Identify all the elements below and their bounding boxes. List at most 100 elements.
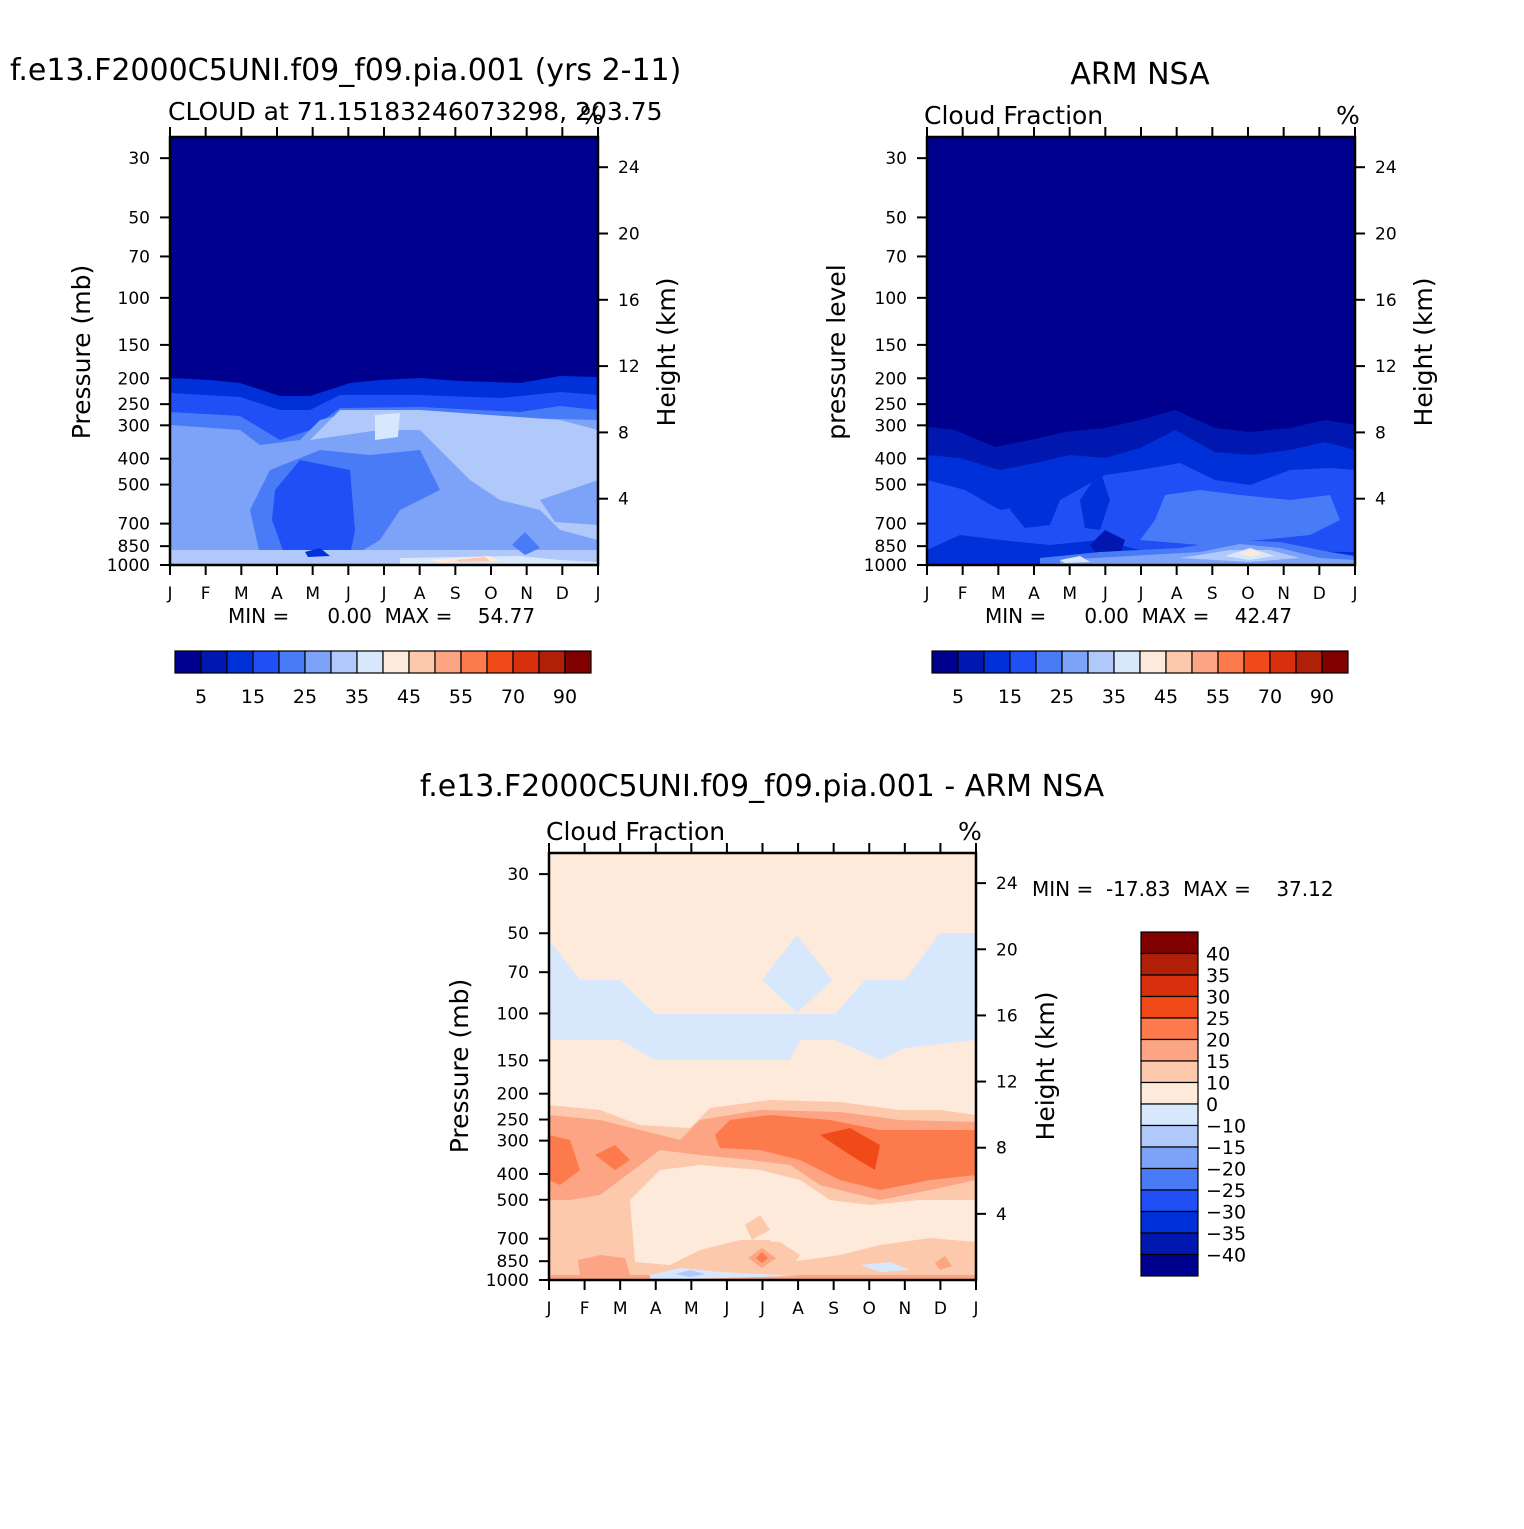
- model-colorbar-box: [174, 650, 202, 674]
- diff-colorbar-box: [1140, 1124, 1199, 1148]
- obs-ylabel-right: Height (km): [1409, 278, 1438, 427]
- diff-x-tick-label: M: [684, 1299, 699, 1319]
- model-x-tick-label: J: [380, 584, 386, 604]
- model-x-tick-label: J: [345, 584, 351, 604]
- obs-colorbar: 5 15 25 35 45 55 70 90: [931, 650, 1349, 708]
- obs-y-tick-label: 150: [875, 336, 907, 356]
- obs-x-tick-label: D: [1313, 584, 1326, 604]
- obs-x-tick-label: O: [1241, 584, 1254, 604]
- obs-colorbar-box: [1217, 650, 1245, 674]
- obs-colorbar-box: [1269, 650, 1297, 674]
- diff-x-tick-label: O: [863, 1299, 876, 1319]
- diff-colorbar-box: [1140, 1060, 1199, 1084]
- model-colorbar-box: [408, 650, 436, 674]
- obs-y-right-tick-label: 20: [1375, 225, 1397, 245]
- model-colorbar-label: 15: [241, 686, 265, 708]
- diff-colorbar-label: −20: [1206, 1159, 1246, 1181]
- obs-y-tick-label: 250: [875, 395, 907, 415]
- diff-colorbar-box: [1140, 1232, 1199, 1256]
- obs-colorbar-label: 45: [1154, 686, 1178, 708]
- diff-units: %: [958, 817, 982, 846]
- model-y-right-tick-label: 16: [618, 291, 640, 311]
- diff-colorbar-label: −15: [1206, 1137, 1246, 1159]
- diff-panel: f.e13.F2000C5UNI.f09_f09.pia.001 - ARM N…: [420, 769, 1334, 1319]
- obs-colorbar-box: [1139, 650, 1167, 674]
- obs-x-tick-label: M: [1062, 584, 1077, 604]
- model-y-right-tick-label: 12: [618, 357, 640, 377]
- diff-y-right-tick-label: 16: [996, 1006, 1018, 1026]
- diff-colorbar-label: −40: [1206, 1245, 1246, 1267]
- obs-y-right-tick-label: 16: [1375, 291, 1397, 311]
- diff-colorbar-box: [1140, 931, 1199, 955]
- obs-colorbar-box: [1009, 650, 1037, 674]
- diff-colorbar-box: [1140, 1189, 1199, 1213]
- diff-colorbar-box: [1140, 1253, 1199, 1277]
- obs-y-right-tick-label: 4: [1375, 490, 1386, 510]
- obs-colorbar-label: 70: [1258, 686, 1282, 708]
- model-y-tick-label: 100: [118, 289, 150, 309]
- diff-colorbar-label: 40: [1206, 944, 1230, 966]
- model-y-tick-label: 700: [118, 515, 150, 535]
- obs-min-max: MIN = 0.00 MAX = 42.47: [985, 604, 1292, 628]
- diff-y-tick-label: 250: [497, 1111, 529, 1131]
- diff-y-tick-label: 850: [497, 1252, 529, 1272]
- model-x-tick-label: M: [234, 584, 249, 604]
- obs-x-tick-label: N: [1277, 584, 1290, 604]
- obs-y-tick-label: 100: [875, 289, 907, 309]
- model-x-tick-label: M: [305, 584, 320, 604]
- model-colorbar-label: 70: [501, 686, 525, 708]
- model-panel: f.e13.F2000C5UNI.f09_f09.pia.001 (yrs 2-…: [10, 53, 681, 708]
- diff-colorbar-box: [1140, 1146, 1199, 1170]
- obs-colorbar-box: [1035, 650, 1063, 674]
- model-subtitle: CLOUD at 71.15183246073298, 203.75: [168, 97, 663, 126]
- model-min-max: MIN = 0.00 MAX = 54.77: [228, 604, 535, 628]
- model-x-tick-label: J: [594, 584, 600, 604]
- model-x-tick-label: A: [271, 584, 283, 604]
- model-y-tick-label: 150: [118, 336, 150, 356]
- model-colorbar-label: 55: [449, 686, 473, 708]
- obs-x-tick-label: A: [1028, 584, 1040, 604]
- obs-colorbar-label: 35: [1102, 686, 1126, 708]
- model-x-tick-label: J: [166, 584, 172, 604]
- model-title: f.e13.F2000C5UNI.f09_f09.pia.001 (yrs 2-…: [10, 53, 681, 88]
- model-x-tick-label: F: [201, 584, 211, 604]
- obs-y-tick-label: 400: [875, 450, 907, 470]
- model-colorbar-label: 45: [397, 686, 421, 708]
- diff-colorbar-label: −30: [1206, 1202, 1246, 1224]
- model-colorbar-box: [200, 650, 228, 674]
- obs-colorbar-box: [1243, 650, 1271, 674]
- obs-colorbar-box: [983, 650, 1011, 674]
- diff-x-tick-label: D: [934, 1299, 947, 1319]
- obs-colorbar-box: [1113, 650, 1141, 674]
- diff-y-right-tick-label: 20: [996, 940, 1018, 960]
- diff-min-max: MIN = -17.83 MAX = 37.12: [1032, 877, 1334, 901]
- obs-colorbar-box: [1321, 650, 1349, 674]
- diff-y-tick-label: 700: [497, 1230, 529, 1250]
- obs-y-tick-label: 500: [875, 476, 907, 496]
- diff-x-tick-label: N: [898, 1299, 911, 1319]
- model-colorbar-box: [330, 650, 358, 674]
- diff-y-tick-label: 150: [497, 1051, 529, 1071]
- diff-y-right-tick-label: 12: [996, 1073, 1018, 1093]
- obs-colorbar-label: 55: [1206, 686, 1230, 708]
- diff-y-tick-label: 200: [497, 1085, 529, 1105]
- diff-colorbar-box: [1140, 1210, 1199, 1234]
- obs-y-tick-label: 70: [885, 247, 907, 267]
- diff-y-right-tick-label: 4: [996, 1205, 1007, 1225]
- model-y-right-tick-label: 20: [618, 225, 640, 245]
- diff-x-tick-label: J: [723, 1299, 729, 1319]
- diff-subtitle: Cloud Fraction: [546, 817, 725, 846]
- diff-colorbar-label: −10: [1206, 1116, 1246, 1138]
- diff-y-right-tick-label: 8: [996, 1139, 1007, 1159]
- model-colorbar-box: [252, 650, 280, 674]
- model-ylabel-right: Height (km): [652, 278, 681, 427]
- obs-colorbar-box: [1061, 650, 1089, 674]
- obs-y-right-tick-label: 8: [1375, 423, 1386, 443]
- obs-title: ARM NSA: [1070, 57, 1210, 92]
- model-x-tick-label: S: [450, 584, 461, 604]
- model-colorbar-box: [382, 650, 410, 674]
